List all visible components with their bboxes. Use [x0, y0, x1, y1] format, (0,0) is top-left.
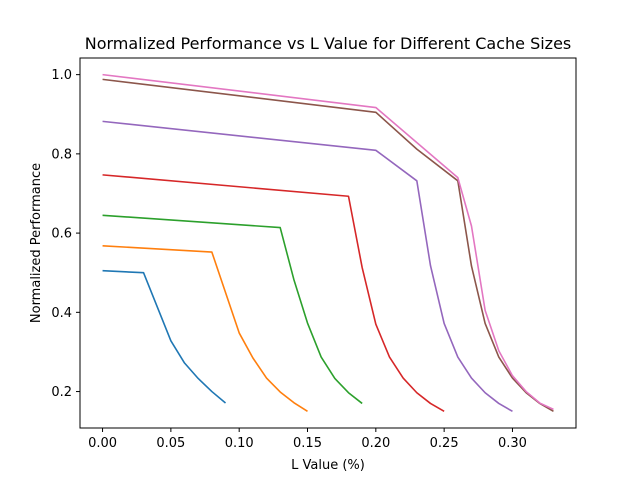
x-tick-label: 0.15	[293, 436, 322, 451]
y-tick-label: 1.0	[51, 68, 72, 83]
y-tick-label: 0.8	[51, 147, 72, 162]
x-tick-label: 0.20	[361, 436, 390, 451]
y-tick-label: 0.2	[51, 385, 72, 400]
chart-title: Normalized Performance vs L Value for Di…	[85, 34, 572, 53]
x-tick-label: 0.25	[430, 436, 459, 451]
x-tick-label: 0.10	[225, 436, 254, 451]
series-line-1	[102, 269, 227, 404]
x-axis-label: L Value (%)	[291, 458, 365, 473]
x-tick-label: 0.00	[88, 436, 117, 451]
series-line-2	[102, 244, 308, 413]
y-axis-label: Normalized Performance	[29, 163, 44, 323]
plot-frame	[79, 57, 577, 429]
plot-area	[80, 58, 576, 428]
y-axis: 0.2 0.4 0.6 0.8 1.0	[51, 68, 80, 400]
x-tick-label: 0.30	[498, 436, 527, 451]
x-axis: 0.00 0.05 0.10 0.15 0.20 0.25 0.30	[88, 428, 527, 451]
x-tick-label: 0.05	[156, 436, 185, 451]
y-tick-label: 0.4	[51, 306, 72, 321]
series-line-5	[102, 120, 513, 413]
y-tick-label: 0.6	[51, 227, 72, 242]
series-layer	[102, 73, 554, 413]
series-line-7	[102, 73, 554, 411]
series-line-4	[102, 174, 445, 413]
series-line-3	[102, 214, 363, 405]
